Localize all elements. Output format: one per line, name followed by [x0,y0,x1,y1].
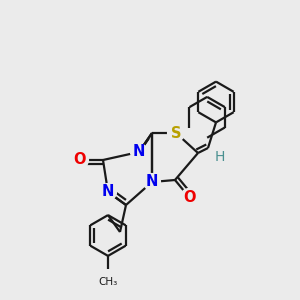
Text: H: H [215,150,225,164]
Text: N: N [102,184,114,200]
Text: N: N [146,175,158,190]
Text: O: O [74,152,86,167]
Text: CH₃: CH₃ [98,277,118,287]
Text: S: S [171,125,181,140]
Circle shape [100,184,116,200]
Circle shape [144,174,160,190]
Circle shape [168,124,184,141]
Circle shape [72,152,88,168]
Text: O: O [183,190,195,205]
Circle shape [181,189,197,206]
Text: N: N [133,145,145,160]
Circle shape [212,148,228,165]
Circle shape [130,144,147,160]
